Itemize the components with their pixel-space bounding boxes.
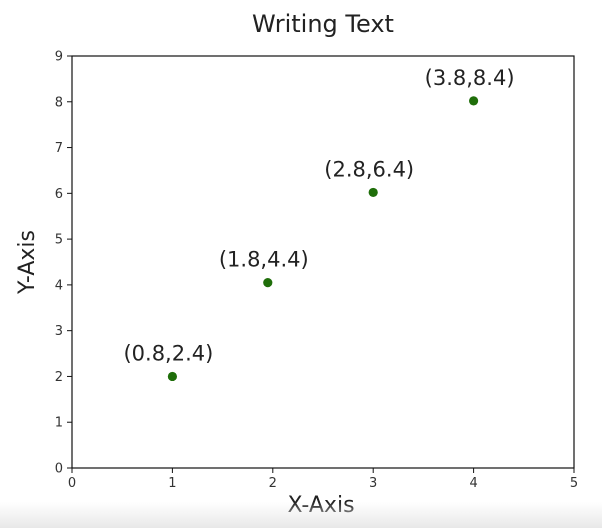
data-point — [469, 96, 479, 106]
x-tick-label: 0 — [68, 476, 76, 491]
data-point-label: (0.8,2.4) — [123, 341, 213, 365]
x-tick-label: 3 — [369, 476, 377, 491]
data-point-label: (3.8,8.4) — [425, 66, 515, 90]
y-tick-label: 9 — [55, 50, 63, 65]
y-tick-label: 6 — [55, 187, 63, 202]
x-tick-label: 4 — [469, 476, 477, 491]
x-tick-label: 5 — [570, 476, 578, 491]
plot-frame — [71, 55, 575, 469]
y-tick-label: 2 — [55, 370, 63, 385]
x-tick-label: 1 — [168, 476, 176, 491]
y-axis-label: Y-Axis — [15, 230, 40, 295]
y-tick-label: 8 — [55, 95, 63, 110]
data-point — [167, 371, 177, 382]
data-point-label: (1.8,4.4) — [219, 248, 309, 272]
chart-title: Writing Text — [252, 10, 394, 38]
x-tick-label: 2 — [269, 476, 277, 491]
data-point — [368, 187, 378, 198]
y-tick-label: 7 — [55, 141, 63, 156]
data-point — [263, 278, 273, 288]
y-tick-label: 1 — [55, 416, 63, 431]
bottom-fade — [0, 502, 602, 528]
data-point-label: (2.8,6.4) — [324, 157, 414, 181]
y-tick-label: 5 — [55, 233, 63, 248]
y-tick-label: 4 — [55, 278, 63, 293]
y-tick-label: 0 — [55, 462, 63, 477]
y-tick-label: 3 — [55, 324, 63, 339]
